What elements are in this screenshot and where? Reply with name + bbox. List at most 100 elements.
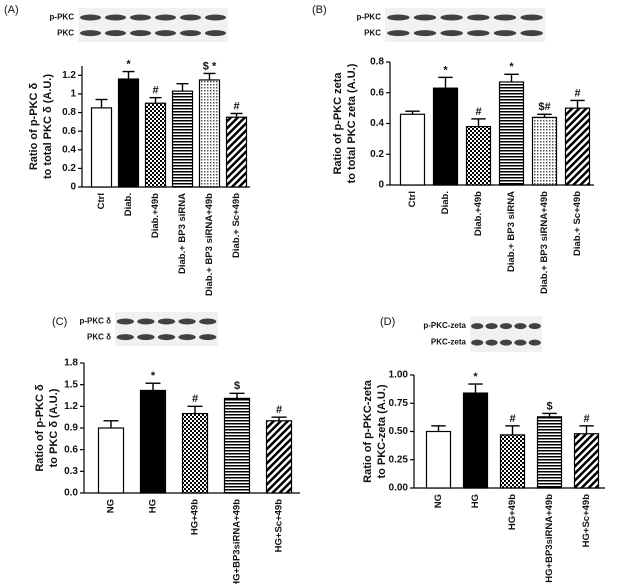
blot-band: [157, 334, 176, 341]
bar: [181, 412, 209, 494]
x-tick-label: Diab.: [440, 191, 451, 214]
bar: [198, 79, 221, 188]
significance-mark: $: [234, 380, 240, 392]
significance-mark: *: [473, 371, 478, 383]
blot-band: [157, 318, 176, 325]
blot-label: p-PKC δ: [79, 317, 111, 326]
x-tick-label: Diab.+ Sc+49b: [572, 191, 583, 256]
x-tick-label: HG+BP3siRNA+49b: [232, 499, 243, 584]
x-tick-label: Diab.+ BP3 siRNA: [506, 191, 517, 272]
y-axis-label: to PKC δ (A.U.): [48, 388, 60, 467]
y-tick-label: 0.8: [62, 107, 76, 118]
blot-band: [80, 30, 101, 37]
blot-label: PKC: [364, 28, 381, 37]
bar: [564, 107, 591, 186]
x-tick-label: NG: [106, 499, 117, 513]
blot-band: [116, 334, 134, 341]
significance-mark: #: [276, 404, 282, 416]
y-tick-label: 1.00: [389, 370, 409, 381]
bar: [462, 392, 489, 489]
x-tick-label: HG+49b: [507, 494, 518, 530]
blot-label: p-PKC: [50, 13, 75, 22]
y-tick-label: 0.9: [64, 423, 78, 434]
bar: [97, 427, 125, 494]
significance-mark: #: [574, 87, 580, 99]
blot-band: [80, 14, 101, 21]
bar: [425, 430, 452, 489]
significance-mark: $#: [538, 101, 550, 113]
blot-band: [205, 30, 226, 37]
y-tick-label: 1.2: [62, 70, 76, 81]
blot-band: [493, 14, 517, 21]
blot-band: [514, 339, 527, 346]
bar: [171, 90, 194, 188]
y-tick-label: 0: [70, 182, 76, 193]
bar: [117, 78, 140, 188]
blot-background: [78, 8, 228, 42]
x-tick-label: Diab.+49b: [150, 193, 161, 238]
x-tick-label: Diab.+49b: [473, 191, 484, 236]
x-tick-label: Diab.+ Sc+49b: [231, 193, 242, 258]
blot-background: [115, 312, 218, 346]
blot-band: [467, 14, 490, 21]
y-tick-label: 0.6: [62, 126, 76, 137]
blot-band: [199, 318, 217, 325]
blot-band: [520, 14, 543, 21]
bar: [225, 116, 248, 188]
x-tick-label: Diab.: [123, 193, 134, 216]
blot-band: [180, 30, 201, 37]
bar: [498, 81, 525, 186]
bar: [139, 389, 167, 494]
panel: (C) p-PKC δ PKC δ Ratio of p-PKC δ to PKC δ …: [34, 312, 300, 584]
x-tick-label: Diab.+ BP3 siRNA+49b: [539, 191, 550, 294]
y-tick-label: 0.8: [370, 57, 384, 68]
significance-mark: *: [443, 64, 448, 76]
bar: [399, 113, 426, 186]
blot-band: [180, 14, 201, 21]
significance-mark: #: [475, 106, 481, 118]
x-tick-label: NG: [433, 494, 444, 508]
bar: [536, 416, 563, 489]
y-axis-label: Ratio of p-PKC δ: [28, 83, 40, 171]
y-tick-label: 0.25: [389, 454, 409, 465]
blot-band: [155, 30, 176, 37]
y-tick-label: 0.00: [389, 483, 409, 494]
significance-mark: $: [546, 400, 552, 412]
panel-label: (D): [380, 316, 395, 328]
blot-label: PKC: [57, 28, 74, 37]
y-tick-label: 1.2: [64, 401, 78, 412]
panel: (D) p-PKC-zeta PKC-zeta Ratio of p-PKC-zeta…: [362, 316, 605, 583]
bar: [499, 434, 526, 489]
y-tick-label: 0: [378, 180, 384, 191]
blot-band: [130, 14, 151, 21]
significance-mark: #: [192, 393, 198, 405]
blot-band: [471, 323, 484, 330]
blot-band: [130, 30, 151, 37]
blot-band: [499, 339, 513, 346]
bar: [265, 420, 293, 494]
y-tick-label: 0.0: [64, 488, 78, 499]
y-tick-label: 0.4: [62, 144, 76, 155]
x-tick-label: HG+49b: [190, 499, 201, 535]
bar: [144, 102, 167, 188]
blot-band: [105, 30, 126, 37]
y-tick-label: 0.50: [389, 426, 409, 437]
blot-band: [155, 14, 176, 21]
blot-background: [470, 316, 542, 352]
blot-band: [178, 318, 196, 325]
significance-mark: #: [509, 413, 515, 425]
blot-band: [178, 334, 196, 341]
bar: [223, 397, 251, 494]
y-tick-label: 0.75: [389, 398, 409, 409]
blot-band: [387, 30, 410, 37]
blot-band: [520, 30, 543, 37]
blot-band: [467, 30, 490, 37]
blot-label: p-PKC: [357, 13, 382, 22]
blot-band: [205, 14, 226, 21]
significance-mark: #: [152, 85, 158, 97]
y-axis-label: to total PKC δ (A.U.): [42, 74, 54, 179]
x-tick-label: HG: [148, 499, 159, 513]
x-tick-label: Ctrl: [407, 191, 418, 207]
blot-band: [413, 14, 437, 21]
blot-background: [385, 8, 545, 42]
